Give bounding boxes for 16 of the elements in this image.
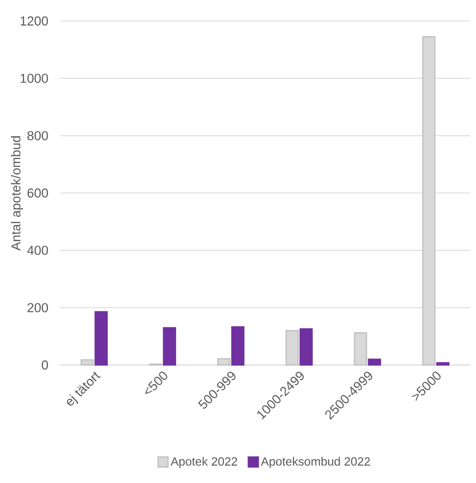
legend-label: Apotek 2022 <box>170 456 238 468</box>
y-tick-label: 1200 <box>20 16 48 26</box>
y-tick-label: 400 <box>27 246 48 255</box>
bar <box>162 327 176 366</box>
bar <box>94 311 108 366</box>
y-tick-label: 1000 <box>20 74 48 83</box>
y-axis-title: Antal apotek/ombud <box>10 136 23 251</box>
y-tick-label: 200 <box>28 303 48 312</box>
y-tick-label: 0 <box>42 360 48 370</box>
bar <box>300 328 313 366</box>
legend-label: Apoteksombud 2022 <box>260 456 370 468</box>
bar <box>368 358 382 366</box>
bar <box>436 362 450 366</box>
bar <box>231 326 244 366</box>
y-tick-label: 800 <box>27 131 48 140</box>
y-tick-label: 600 <box>28 188 48 198</box>
